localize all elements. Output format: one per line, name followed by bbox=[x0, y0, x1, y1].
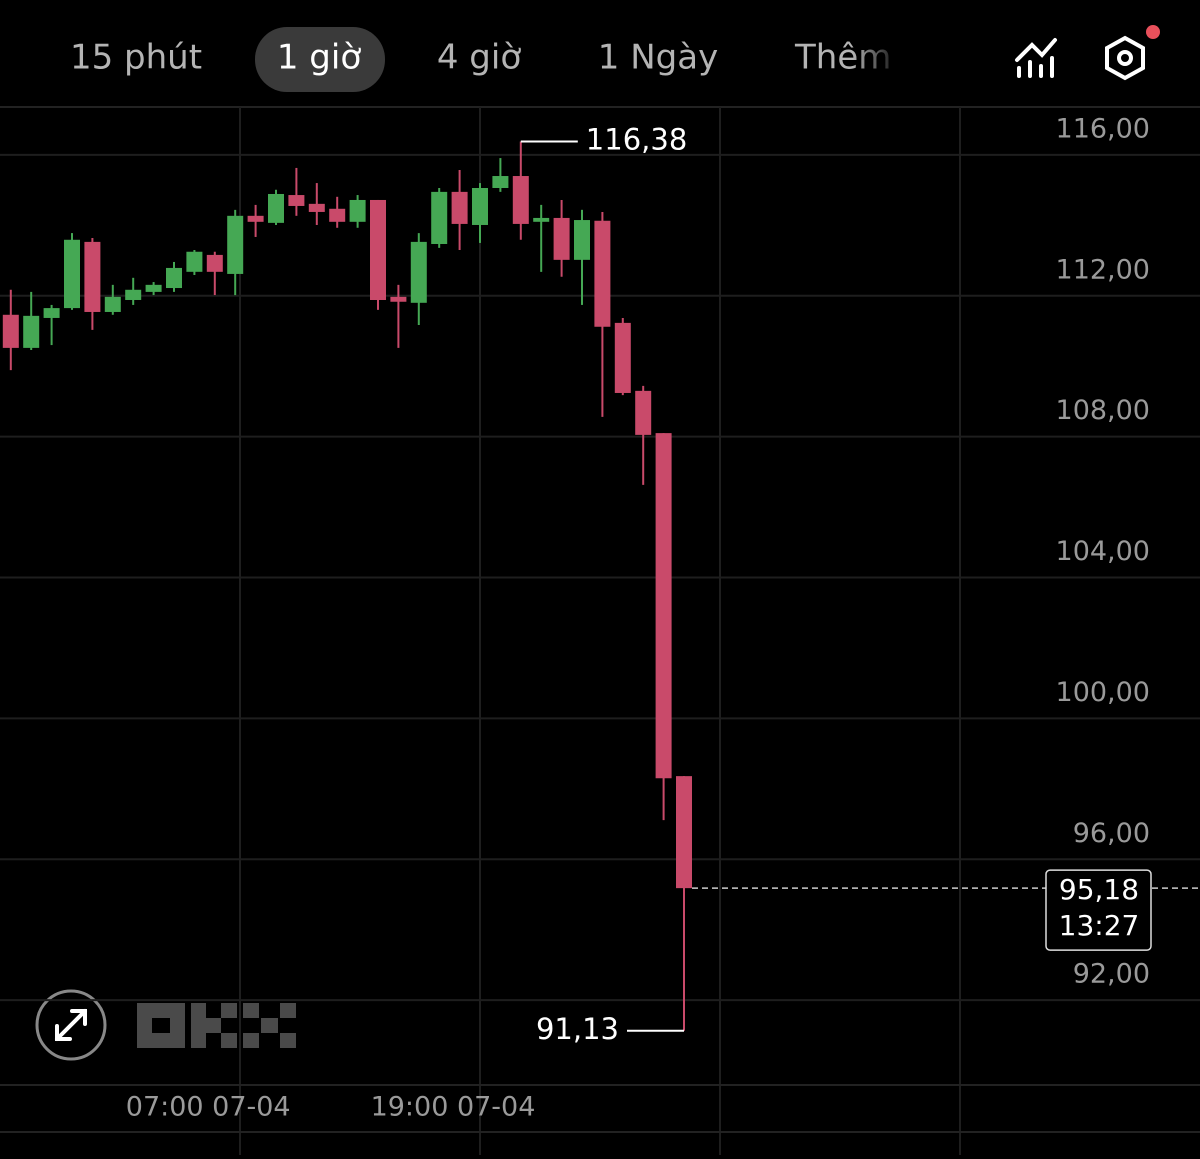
tab[interactable]: 4 giờ bbox=[437, 38, 521, 78]
tab-selected-bg[interactable] bbox=[255, 27, 385, 92]
candle-body bbox=[472, 188, 488, 225]
candle-body bbox=[349, 199, 366, 222]
candle-body bbox=[64, 239, 80, 309]
y-tick-label: 108,00 bbox=[1056, 395, 1150, 426]
tab-selected[interactable]: 1 giờ bbox=[277, 38, 361, 78]
candle-body bbox=[166, 267, 182, 289]
candle-body bbox=[206, 254, 223, 272]
y-tick-label: 116,00 bbox=[1056, 113, 1150, 144]
candle-body bbox=[186, 251, 203, 272]
plot: 116,00 112,00 108,00 104,00 100,00 96,00 92,00… bbox=[0, 113, 1200, 1123]
candle-body bbox=[23, 315, 40, 348]
candle-body bbox=[431, 191, 448, 244]
y-tick-label: 96,00 bbox=[1073, 818, 1150, 849]
candle-body bbox=[533, 217, 550, 222]
candle-body bbox=[451, 191, 468, 224]
candle-body bbox=[390, 296, 407, 302]
candle-body bbox=[329, 208, 346, 222]
indicator-icon[interactable] bbox=[1015, 38, 1057, 78]
candle-body bbox=[84, 241, 101, 312]
last-price-label: 95,18 bbox=[1059, 873, 1139, 906]
v-grid bbox=[239, 107, 961, 1155]
y-tick-label: 104,00 bbox=[1056, 536, 1150, 567]
x-tick-label: 19:00 07-04 bbox=[371, 1092, 536, 1123]
tab[interactable]: 1 Ngày bbox=[598, 38, 718, 78]
y-tick-label: 112,00 bbox=[1056, 254, 1150, 285]
y-tick-label: 92,00 bbox=[1073, 959, 1150, 990]
high-label: 116,38 bbox=[586, 123, 687, 157]
x-tick-label: 07:00 07-04 bbox=[126, 1092, 291, 1123]
candle-body bbox=[43, 308, 60, 318]
candle-body bbox=[635, 390, 652, 435]
candle-body bbox=[227, 215, 244, 274]
tab[interactable]: Thêm bbox=[794, 38, 891, 78]
candle-body bbox=[676, 776, 692, 889]
candle-body bbox=[2, 314, 19, 348]
watermark-logo bbox=[137, 1003, 296, 1048]
candle-body bbox=[594, 220, 611, 327]
candle-body bbox=[268, 193, 284, 223]
low-label: 91,13 bbox=[536, 1012, 619, 1046]
candle-body bbox=[125, 289, 142, 300]
countdown-label: 13:27 bbox=[1059, 909, 1140, 942]
tab[interactable]: 15 phút bbox=[70, 38, 202, 78]
candle-body bbox=[308, 203, 325, 212]
candle-body bbox=[574, 220, 590, 260]
candle-body bbox=[145, 284, 162, 292]
candle-body bbox=[614, 322, 631, 393]
candle-body bbox=[410, 241, 427, 303]
expand-button[interactable] bbox=[35, 989, 107, 1061]
candle-body bbox=[512, 176, 529, 224]
candle-body bbox=[104, 296, 121, 312]
last-price-box bbox=[1045, 869, 1152, 951]
candle-body bbox=[370, 199, 386, 300]
candle-body bbox=[492, 176, 509, 189]
candle-body bbox=[247, 215, 264, 222]
y-tick-label: 100,00 bbox=[1056, 677, 1150, 708]
candle-body bbox=[288, 195, 305, 206]
candle-body bbox=[553, 217, 570, 260]
settings-icon[interactable] bbox=[1105, 25, 1160, 81]
candle-body bbox=[655, 433, 672, 779]
